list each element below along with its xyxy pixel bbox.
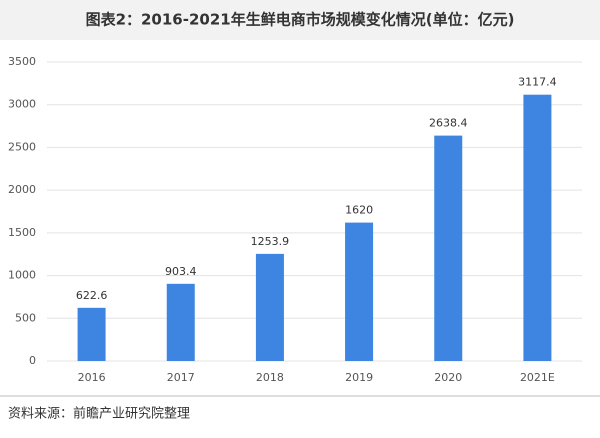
- bar: [77, 307, 106, 361]
- data-label: 3117.4: [518, 76, 557, 89]
- bar: [255, 253, 284, 361]
- y-tick-label: 1000: [8, 269, 36, 282]
- y-tick-label: 0: [29, 354, 36, 367]
- x-tick-label: 2018: [256, 371, 284, 384]
- bar: [345, 222, 374, 361]
- data-label: 2638.4: [429, 117, 468, 130]
- data-label: 1620: [345, 204, 373, 217]
- x-tick-label: 2021E: [520, 371, 555, 384]
- y-tick-label: 1500: [8, 226, 36, 239]
- x-tick-label: 2017: [167, 371, 195, 384]
- bar: [166, 283, 195, 361]
- y-tick-label: 500: [15, 311, 36, 324]
- y-tick-label: 2500: [8, 140, 36, 153]
- y-tick-label: 2000: [8, 183, 36, 196]
- x-tick-label: 2016: [78, 371, 106, 384]
- bar: [434, 135, 463, 361]
- data-label: 1253.9: [251, 235, 290, 248]
- bar: [523, 94, 552, 362]
- data-label: 903.4: [165, 265, 197, 278]
- data-label: 622.6: [76, 289, 108, 302]
- x-tick-label: 2019: [345, 371, 373, 384]
- title-band: [0, 0, 600, 40]
- chart-title: 图表2：2016-2021年生鲜电商市场规模变化情况(单位：亿元): [86, 11, 515, 29]
- source-note: 资料来源：前瞻产业研究院整理: [8, 406, 190, 422]
- y-tick-label: 3500: [8, 55, 36, 68]
- x-tick-label: 2020: [434, 371, 462, 384]
- y-tick-label: 3000: [8, 98, 36, 111]
